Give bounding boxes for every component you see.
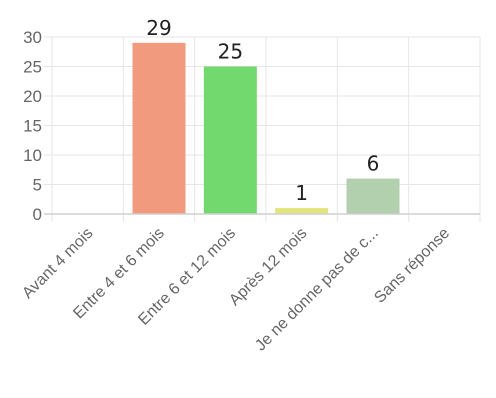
x-category-label: Sans réponse bbox=[371, 225, 453, 307]
bar bbox=[346, 178, 400, 214]
data-label: 25 bbox=[218, 40, 243, 64]
bar bbox=[132, 42, 186, 215]
y-tick-label: 30 bbox=[23, 28, 42, 47]
y-tick-label: 20 bbox=[23, 87, 42, 106]
bars bbox=[132, 42, 400, 215]
bar bbox=[203, 66, 257, 214]
y-tick-label: 0 bbox=[33, 205, 42, 224]
data-labels: 29 25 1 6 bbox=[146, 16, 379, 205]
grid-lines bbox=[44, 36, 481, 222]
x-category-label: Je ne donne pas de c... bbox=[252, 225, 382, 355]
bar bbox=[275, 208, 329, 214]
x-category-label: Avant 4 mois bbox=[19, 225, 96, 302]
y-tick-label: 25 bbox=[23, 58, 42, 77]
data-label: 6 bbox=[367, 152, 380, 176]
data-label: 29 bbox=[146, 16, 171, 40]
y-tick-label: 15 bbox=[23, 117, 42, 136]
y-tick-label: 10 bbox=[23, 146, 42, 165]
data-label: 1 bbox=[295, 181, 308, 205]
y-tick-label: 5 bbox=[33, 176, 42, 195]
y-axis-tick-labels: 0 5 10 15 20 25 30 bbox=[23, 28, 42, 224]
